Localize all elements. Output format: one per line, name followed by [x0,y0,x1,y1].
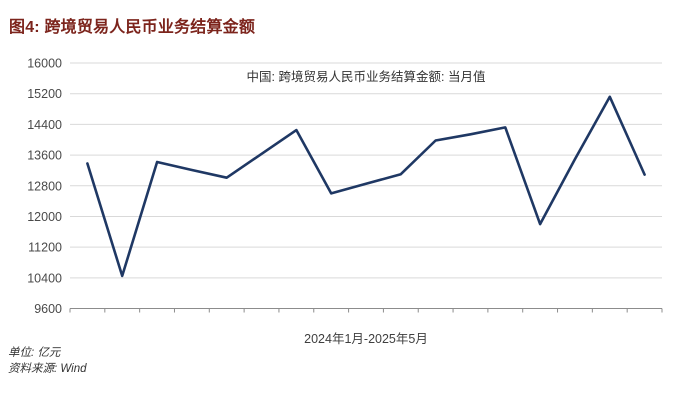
series-line [86,95,646,278]
series-label: 中国: 跨境贸易人民币业务结算金额: 当月值 [247,69,486,84]
gridlines [70,62,662,279]
x-axis [69,308,663,313]
y-tick-label: 16000 [27,57,62,71]
y-tick-label: 11200 [28,241,62,255]
y-tick-label: 12800 [27,179,62,193]
y-tick-label: 14400 [27,118,62,132]
unit-note: 单位: 亿元 [8,347,61,359]
y-tick-label: 12000 [27,210,62,224]
source-note: 资料来源: Wind [8,363,87,375]
y-tick-label: 13600 [27,149,62,163]
y-tick-label: 9600 [34,302,62,316]
y-tick-label: 15200 [27,87,62,101]
x-axis-range-label: 2024年1月-2025年5月 [304,332,428,346]
y-tick-label: 10400 [27,271,62,285]
chart-title: 图4: 跨境贸易人民币业务结算金额 [9,19,256,36]
y-axis-tick-labels: 9600 10400 11200 12000 12800 13600 14400 15200 1… [27,57,62,317]
chart-footer: 单位: 亿元 资料来源: Wind [8,345,87,377]
